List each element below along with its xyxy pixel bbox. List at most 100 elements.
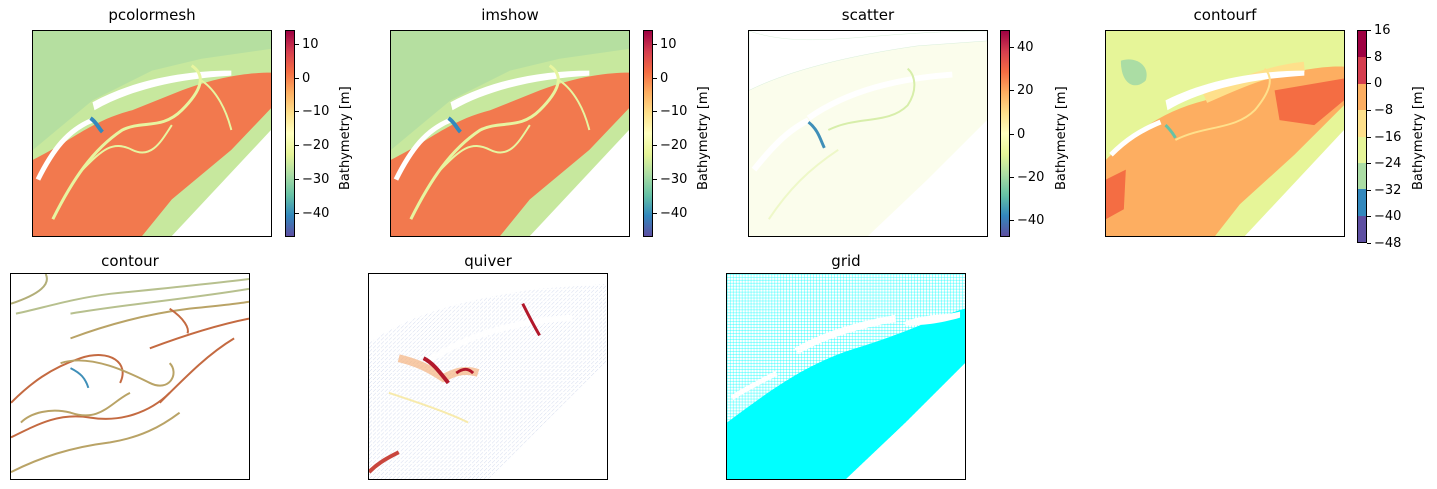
colorbar-band — [1358, 110, 1366, 137]
panel-title: quiver — [464, 252, 512, 270]
land-mask — [35, 117, 94, 181]
colorbar-tick-mark — [295, 179, 299, 180]
colorbar-tick-mark — [1010, 90, 1014, 91]
land-mask — [730, 370, 778, 400]
colorbar-tick-mark — [1367, 137, 1371, 138]
contour-line — [159, 337, 235, 404]
contour-line — [169, 307, 189, 334]
colorbar-label: Bathymetry [m] — [696, 86, 711, 190]
colorbar-tick-label: −40 — [660, 206, 688, 221]
contour-line — [149, 317, 249, 350]
colorbar-tick-label: −10 — [302, 104, 330, 119]
channel — [81, 124, 173, 171]
colorbar-bands — [1358, 31, 1366, 242]
channel — [201, 79, 233, 131]
panel-title: imshow — [481, 6, 539, 24]
colorbar-band — [1358, 215, 1366, 242]
bathymetry-zone — [391, 31, 629, 150]
colorbar-band — [1358, 83, 1366, 111]
colorbar-tick-mark — [1367, 163, 1371, 164]
land-mask — [751, 117, 810, 172]
colorbar-tick-label: 8 — [1374, 50, 1383, 65]
strong-flow — [369, 450, 400, 474]
land-mask — [1109, 119, 1162, 157]
colorbar-tick-mark — [653, 44, 657, 45]
bathymetry-zone — [33, 31, 271, 150]
deep-channel — [89, 116, 104, 134]
colorbar-band — [1358, 136, 1366, 163]
colorbar-tick-label: −40 — [1017, 213, 1045, 228]
strong-flow — [422, 356, 450, 385]
colorbar-tick-label: −24 — [1374, 156, 1402, 171]
map-imshow — [391, 31, 629, 236]
map-grid — [727, 274, 965, 479]
colorbar-tick-label: −20 — [302, 138, 330, 153]
colorbar-tick-mark — [653, 145, 657, 146]
land-mask — [393, 117, 452, 181]
contour-line — [70, 367, 90, 389]
colorbar-tick-mark — [1367, 243, 1371, 244]
channel — [409, 64, 560, 220]
colorbar-label: Bathymetry [m] — [1411, 86, 1426, 190]
plot-area — [368, 273, 608, 480]
strong-flow — [521, 303, 541, 337]
colorbar-tick-mark — [1010, 134, 1014, 135]
colorbar-tick-mark — [653, 179, 657, 180]
channel — [1174, 67, 1271, 141]
colorbar-tick-mark — [653, 78, 657, 79]
land-mask — [794, 315, 897, 355]
contour-line — [60, 359, 175, 387]
colorbar-label: Bathymetry [m] — [338, 86, 353, 190]
plot-area — [1105, 30, 1345, 237]
map-contourf — [1106, 31, 1344, 236]
land-mask — [806, 71, 953, 121]
land-mask — [92, 70, 232, 111]
colorbar-tick-label: 20 — [1017, 83, 1034, 98]
colorbar-tick-label: −32 — [1374, 183, 1402, 198]
contour-line — [70, 287, 249, 315]
colorbar-tick-label: −48 — [1374, 236, 1402, 251]
colorbar-tick-label: −40 — [1374, 209, 1402, 224]
colorbar-tick-mark — [295, 44, 299, 45]
scatter-points-sparse — [749, 31, 987, 91]
colorbar — [285, 30, 295, 237]
scatter-points — [749, 40, 987, 236]
colorbar-band — [1358, 57, 1366, 84]
plot-area — [32, 30, 272, 237]
level-band — [1120, 59, 1147, 86]
colorbar — [643, 30, 653, 237]
channel — [439, 124, 531, 171]
colorbar-tick-label: 0 — [1374, 76, 1383, 91]
level-band — [1274, 78, 1344, 126]
quiver-arrows — [369, 283, 607, 479]
colorbar-tick-label: 10 — [302, 37, 319, 52]
plot-area — [10, 273, 250, 480]
map-contour — [11, 274, 249, 473]
colorbar-tick-mark — [1367, 216, 1371, 217]
land-mask — [1165, 70, 1305, 111]
colorbar-tick-label: −30 — [660, 172, 688, 187]
colorbar-tick-label: −8 — [1374, 103, 1394, 118]
colorbar-tick-mark — [295, 145, 299, 146]
plot-area — [726, 273, 966, 480]
map-pcolormesh — [33, 31, 271, 236]
colorbar-tick-label: −10 — [660, 104, 688, 119]
map-scatter — [749, 31, 987, 236]
deep-channel — [807, 120, 826, 149]
colorbar-tick-mark — [1367, 57, 1371, 58]
colorbar-tick-mark — [1367, 110, 1371, 111]
bathymetry-shoal — [391, 72, 629, 236]
colorbar-tick-mark — [1367, 83, 1371, 84]
contour-line — [15, 277, 249, 315]
colorbar-tick-label: 16 — [1374, 23, 1391, 38]
flow — [388, 391, 469, 424]
colorbar-tick-label: 40 — [1017, 40, 1034, 55]
colorbar-tick-mark — [1367, 30, 1371, 31]
land-mask — [905, 311, 961, 326]
contour-line — [20, 391, 131, 424]
colorbar-tick-mark — [653, 213, 657, 214]
land-mask — [426, 314, 573, 364]
channel — [827, 67, 916, 131]
colorbar — [1000, 30, 1010, 237]
nodata-mask — [1244, 130, 1344, 236]
